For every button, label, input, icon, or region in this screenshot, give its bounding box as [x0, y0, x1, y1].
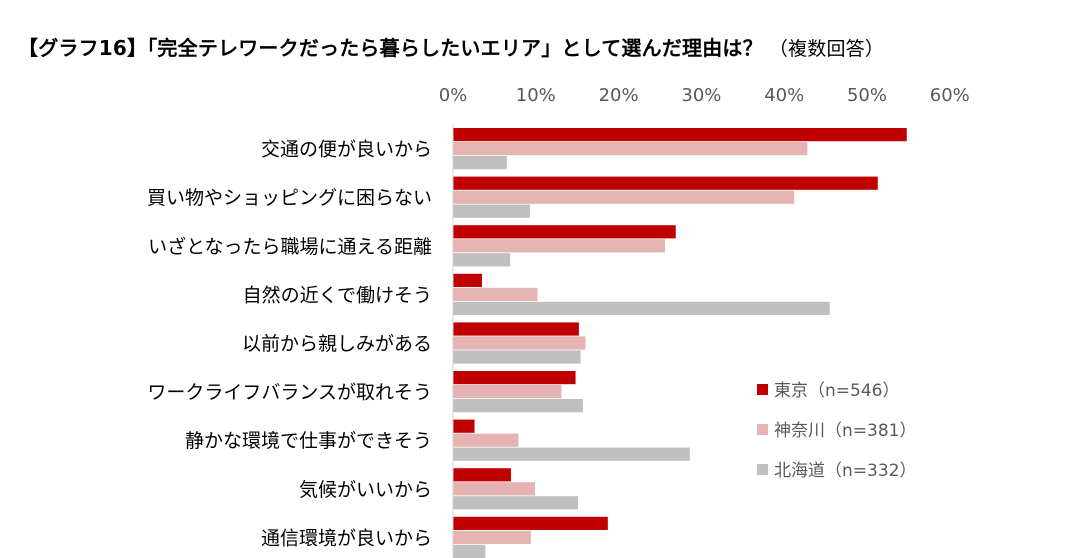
bar-series-2-cat-7	[453, 496, 579, 510]
category-label: 以前から親しみがある	[242, 333, 432, 355]
bar-series-0-cat-5	[453, 371, 576, 385]
x-tick-label: 20%	[599, 85, 639, 106]
bar-series-2-cat-1	[453, 204, 531, 218]
x-tick-label: 40%	[764, 85, 804, 106]
bar-series-2-cat-0	[453, 156, 507, 170]
legend-swatch	[757, 464, 768, 475]
category-label: 静かな環境で仕事ができそう	[185, 430, 432, 452]
x-tick-label: 0%	[439, 85, 468, 106]
x-tick-label: 10%	[516, 85, 556, 106]
bar-series-2-cat-2	[453, 253, 511, 267]
bar-series-2-cat-5	[453, 399, 583, 413]
bar-series-1-cat-8	[453, 530, 531, 544]
bar-series-0-cat-7	[453, 468, 511, 482]
legend-swatch	[757, 384, 768, 395]
bar-series-2-cat-8	[453, 544, 486, 558]
bar-series-0-cat-2	[453, 225, 676, 239]
bar-series-1-cat-4	[453, 336, 586, 350]
x-tick-label: 50%	[847, 85, 887, 106]
bar-series-0-cat-4	[453, 322, 579, 336]
category-label: ワークライフバランスが取れそう	[147, 382, 432, 404]
legend-label: 神奈川（n=381）	[774, 421, 916, 441]
bar-series-1-cat-1	[453, 190, 795, 204]
bar-series-1-cat-0	[453, 142, 808, 156]
category-labels: 交通の便が良いから買い物やショッピングに困らないいざとなったら職場に通える距離自…	[147, 139, 432, 550]
bar-series-0-cat-1	[453, 176, 878, 190]
bar-series-0-cat-0	[453, 128, 907, 142]
bar-series-2-cat-6	[453, 447, 690, 461]
bar-series-2-cat-3	[453, 301, 830, 315]
bar-series-1-cat-2	[453, 239, 665, 253]
bar-series-1-cat-3	[453, 287, 538, 301]
bar-series-0-cat-3	[453, 273, 482, 287]
category-label: 気候がいいから	[299, 479, 432, 501]
bar-series-0-cat-8	[453, 516, 608, 530]
bar-series-2-cat-4	[453, 350, 581, 364]
category-label: 自然の近くで働けそう	[243, 284, 432, 306]
bar-series-0-cat-6	[453, 419, 475, 433]
category-label: 買い物やショッピングに困らない	[147, 187, 432, 209]
x-axis-tick-labels: 0% 10% 20% 30% 40% 50% 60%	[439, 85, 970, 106]
category-label: いざとなったら職場に通える距離	[148, 235, 432, 258]
chart-subtitle: （複数回答）	[768, 38, 885, 60]
legend-label: 東京（n=546）	[774, 381, 899, 401]
x-tick-label: 60%	[930, 85, 970, 106]
bar-series-1-cat-5	[453, 385, 562, 399]
chart-title: 【グラフ16】「完全テレワークだったら暮らしたいエリア」として選んだ理由は？ （複…	[18, 32, 884, 61]
x-tick-label: 30%	[681, 85, 721, 106]
legend: 東京（n=546） 神奈川（n=381） 北海道（n=332）	[757, 381, 916, 481]
bar-series-1-cat-6	[453, 433, 519, 447]
category-label: 通信環境が良いから	[261, 527, 432, 549]
legend-swatch	[757, 424, 768, 435]
bars	[453, 128, 907, 558]
legend-label: 北海道（n=332）	[774, 461, 916, 481]
bar-series-1-cat-7	[453, 482, 535, 496]
category-label: 交通の便が良いから	[261, 139, 432, 161]
chart-title-main: 【グラフ16】「完全テレワークだったら暮らしたいエリア」として選んだ理由は？	[18, 36, 763, 60]
